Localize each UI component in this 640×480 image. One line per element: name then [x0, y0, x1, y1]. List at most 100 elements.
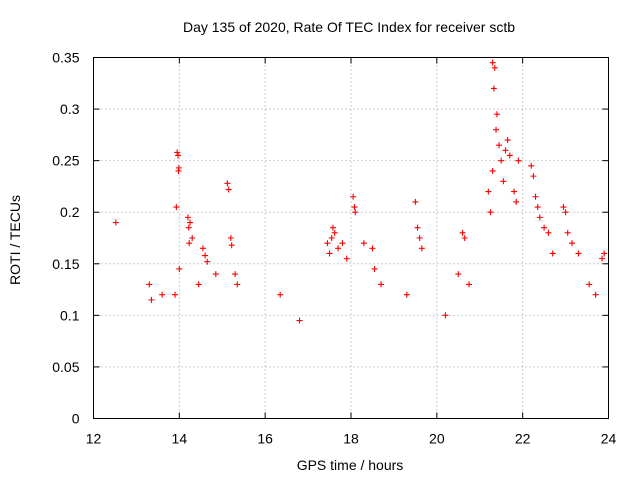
- data-point: [187, 219, 194, 226]
- data-point: [599, 255, 606, 262]
- x-tick-label: 20: [429, 431, 445, 447]
- data-point: [487, 209, 494, 216]
- data-point: [324, 240, 331, 247]
- data-point: [493, 111, 500, 118]
- data-point: [335, 245, 342, 252]
- y-tick-label: 0.25: [52, 153, 79, 169]
- data-point: [339, 240, 346, 247]
- data-point: [174, 149, 181, 156]
- data-point: [331, 229, 338, 236]
- data-point: [371, 265, 378, 272]
- data-point: [489, 167, 496, 174]
- grid: [93, 57, 609, 419]
- data-point: [225, 186, 232, 193]
- data-point: [528, 162, 535, 169]
- data-point: [369, 245, 376, 252]
- x-tick-label: 16: [257, 431, 273, 447]
- data-point: [378, 281, 385, 288]
- data-point: [416, 235, 423, 241]
- data-point: [112, 219, 119, 226]
- data-point: [185, 224, 192, 231]
- data-point: [199, 245, 206, 252]
- data-point: [296, 317, 303, 324]
- data-point: [195, 281, 202, 288]
- data-point: [511, 188, 518, 195]
- x-tick-label: 22: [515, 431, 531, 447]
- y-tick-label: 0: [72, 411, 80, 427]
- data-point: [204, 258, 211, 265]
- data-point: [498, 157, 505, 164]
- data-point: [569, 240, 576, 247]
- data-point: [351, 204, 358, 211]
- data-point: [277, 291, 284, 298]
- y-tick-label: 0.35: [52, 50, 79, 66]
- data-point: [227, 235, 234, 241]
- data-point: [202, 252, 209, 259]
- data-point: [530, 173, 537, 180]
- data-point: [159, 291, 166, 298]
- data-point: [328, 235, 335, 241]
- data-point: [418, 245, 425, 252]
- y-tick-label: 0.1: [60, 307, 80, 323]
- data-point: [186, 240, 193, 247]
- data-point: [461, 235, 468, 241]
- data-point: [343, 255, 350, 262]
- data-point: [455, 271, 462, 278]
- data-point: [232, 271, 239, 278]
- data-point: [515, 157, 522, 164]
- data-point: [146, 281, 153, 288]
- data-point: [459, 229, 466, 236]
- data-point: [329, 224, 336, 231]
- data-point: [175, 152, 182, 159]
- data-point: [360, 240, 367, 247]
- data-point: [601, 250, 608, 257]
- data-point: [224, 180, 231, 187]
- data-point: [184, 214, 191, 221]
- data-point: [173, 204, 180, 211]
- data-point: [541, 224, 548, 231]
- data-point: [534, 204, 541, 211]
- data-point: [212, 271, 219, 278]
- data-point: [545, 229, 552, 236]
- data-point: [176, 265, 183, 272]
- data-point: [536, 214, 543, 221]
- y-tick-label: 0.2: [60, 204, 80, 220]
- data-point: [172, 291, 179, 298]
- x-tick-labels: 12 14 16 18 20 22 24: [86, 431, 617, 447]
- data-point: [489, 59, 496, 66]
- x-tick-label: 18: [343, 431, 359, 447]
- y-tick-label: 0.15: [52, 256, 79, 272]
- data-point: [564, 229, 571, 236]
- data-point: [586, 281, 593, 288]
- data-point: [562, 209, 569, 216]
- data-point: [234, 281, 241, 288]
- data-point: [502, 147, 509, 154]
- data-point: [575, 250, 582, 257]
- data-point: [326, 250, 333, 257]
- data-point: [496, 142, 503, 149]
- data-point: [493, 126, 500, 133]
- data-point: [403, 291, 410, 298]
- data-point: [549, 250, 556, 257]
- data-point: [350, 193, 357, 200]
- y-tick-label: 0.05: [52, 359, 79, 375]
- x-tick-label: 14: [172, 431, 188, 447]
- chart-title: Day 135 of 2020, Rate Of TEC Index for r…: [183, 19, 515, 35]
- data-point: [532, 193, 539, 200]
- data-point: [228, 242, 235, 249]
- data-point: [592, 291, 599, 298]
- data-point: [506, 152, 513, 159]
- data-point: [175, 167, 182, 174]
- y-tick-labels: 0 0.05 0.1 0.15 0.2 0.25 0.3 0.35: [52, 50, 79, 427]
- data-point: [442, 312, 449, 319]
- y-tick-label: 0.3: [60, 101, 80, 117]
- data-point: [504, 137, 511, 144]
- data-point: [500, 178, 507, 185]
- data-point: [414, 224, 421, 231]
- data-point: [513, 198, 520, 205]
- y-axis-label: ROTI / TECUs: [7, 195, 23, 285]
- data-point: [560, 204, 567, 211]
- x-axis-label: GPS time / hours: [297, 457, 404, 473]
- x-tick-label: 12: [86, 431, 102, 447]
